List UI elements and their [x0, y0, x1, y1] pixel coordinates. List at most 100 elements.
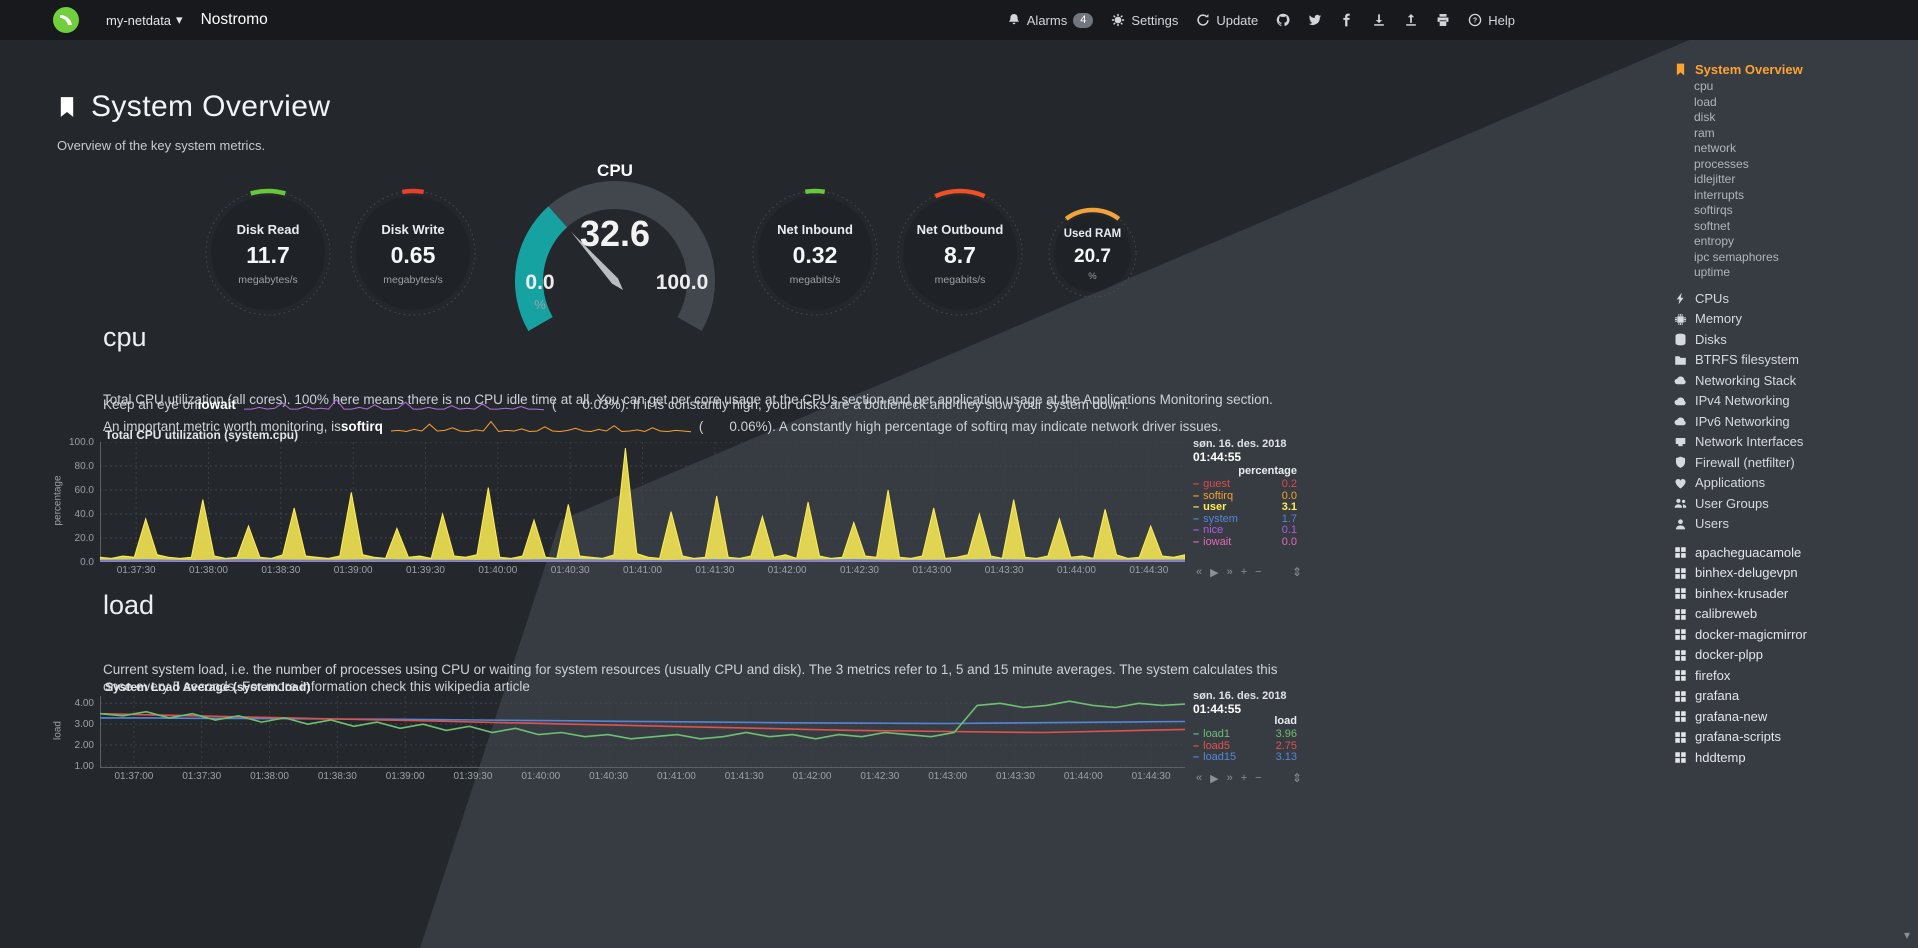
legend-guest[interactable]: – guest 0.2	[1193, 478, 1297, 490]
zoom-in-button[interactable]: +	[1240, 772, 1248, 784]
system-load-ytick: 4.00	[74, 698, 94, 710]
sidebar-item-users[interactable]: Users	[1668, 514, 1918, 535]
nav-export[interactable]	[1404, 13, 1418, 27]
sidebar-item-cpu[interactable]: cpu	[1668, 79, 1918, 95]
zoom-out-button[interactable]: −	[1255, 566, 1262, 578]
sidebar-item-softnet[interactable]: softnet	[1668, 219, 1918, 235]
pan-left-button[interactable]: «	[1196, 566, 1203, 578]
legend-load1[interactable]: – load1 3.96	[1193, 728, 1297, 740]
nav-update[interactable]: Update	[1196, 13, 1258, 28]
sidebar-item-cpus[interactable]: CPUs	[1668, 289, 1918, 310]
gauge-used-ram[interactable]: Used RAM 20.7%	[1044, 205, 1141, 302]
sidebar-item-disks[interactable]: Disks	[1668, 330, 1918, 351]
sidebar-item-grafana-new[interactable]: grafana-new	[1668, 707, 1918, 728]
nav-help[interactable]: ? Help	[1468, 13, 1515, 28]
legend-system[interactable]: – system 1.7	[1193, 513, 1297, 525]
sidebar-item-grafana[interactable]: grafana	[1668, 686, 1918, 707]
sidebar-item-grafana-scripts[interactable]: grafana-scripts	[1668, 727, 1918, 748]
sidebar-item-memory[interactable]: Memory	[1668, 309, 1918, 330]
sidebar-item-apacheguacamole[interactable]: apacheguacamole	[1668, 543, 1918, 564]
sidebar-item-idlejitter[interactable]: idlejitter	[1668, 172, 1918, 188]
sidebar-item-ipv4-networking[interactable]: IPv4 Networking	[1668, 391, 1918, 412]
sidebar-item-label: ram	[1694, 125, 1715, 140]
sidebar-item-firewall-netfilter[interactable]: Firewall (netfilter)	[1668, 453, 1918, 474]
sidebar-item-disk[interactable]: disk	[1668, 110, 1918, 126]
sidebar-item-binhex-delugevpn[interactable]: binhex-delugevpn	[1668, 563, 1918, 584]
nav-github[interactable]	[1276, 13, 1290, 27]
system-load-ytick: 3.00	[74, 719, 94, 731]
system-load-xtick: 01:41:00	[656, 771, 696, 782]
softirq-metric-label: softirq	[340, 418, 383, 434]
sidebar-item-binhex-krusader[interactable]: binhex-krusader	[1668, 584, 1918, 605]
sidebar-item-entropy[interactable]: entropy	[1668, 234, 1918, 250]
sidebar-item-label: ipc semaphores	[1694, 249, 1779, 264]
sidebar-item-user-groups[interactable]: User Groups	[1668, 494, 1918, 515]
nav-settings[interactable]: Settings	[1111, 13, 1178, 28]
legend-user[interactable]: – user 3.1	[1193, 501, 1297, 513]
sidebar-item-label: apacheguacamole	[1695, 544, 1802, 560]
nav-twitter[interactable]	[1308, 13, 1322, 27]
gauge-net-outbound[interactable]: Net Outbound 8.7 megabits/s	[893, 186, 1027, 320]
apps-icon	[1674, 477, 1687, 490]
nav-print[interactable]	[1436, 13, 1450, 27]
zoom-in-button[interactable]: +	[1240, 566, 1248, 578]
legend-load15[interactable]: – load15 3.13	[1193, 751, 1297, 763]
zoom-out-button[interactable]: −	[1255, 772, 1262, 784]
gauge-disk-write[interactable]: Disk Write 0.65 megabytes/s	[346, 186, 480, 320]
gauge-net-inbound[interactable]: Net Inbound 0.32 megabits/s	[748, 186, 882, 320]
sidebar-item-network[interactable]: network	[1668, 141, 1918, 157]
nav-import[interactable]	[1372, 13, 1386, 27]
sidebar-item-ipv6-networking[interactable]: IPv6 Networking	[1668, 412, 1918, 433]
sidebar-item-network-interfaces[interactable]: Network Interfaces	[1668, 432, 1918, 453]
applications-monitoring-link[interactable]: Applications Monitoring section	[1083, 391, 1270, 407]
iowait-sparkline[interactable]	[243, 396, 544, 412]
gauge-disk-read[interactable]: Disk Read 11.7 megabytes/s	[201, 186, 335, 320]
sidebar-item-uptime[interactable]: uptime	[1668, 265, 1918, 281]
sidebar-item-calibreweb[interactable]: calibreweb	[1668, 604, 1918, 625]
my-netdata-menu[interactable]: my-netdata ▾	[106, 12, 183, 28]
nav-alarms[interactable]: Alarms 4	[1007, 12, 1094, 28]
sidebar-item-btrfs-filesystem[interactable]: BTRFS filesystem	[1668, 350, 1918, 371]
legend-nice[interactable]: – nice 0.1	[1193, 524, 1297, 536]
sidebar-item-networking-stack[interactable]: Networking Stack	[1668, 371, 1918, 392]
pan-right-button[interactable]: »	[1226, 772, 1233, 784]
cpus-section-link[interactable]: CPUs section	[802, 391, 885, 407]
softirq-sparkline[interactable]	[390, 418, 691, 434]
sidebar-item-label: Users	[1695, 516, 1729, 531]
hostname[interactable]: Nostromo	[200, 11, 268, 28]
play-button[interactable]: ▶	[1210, 773, 1219, 785]
sidebar-item-interrupts[interactable]: interrupts	[1668, 188, 1918, 204]
legend-value: 0.2	[1281, 478, 1297, 490]
nav-facebook[interactable]	[1340, 13, 1354, 27]
pan-right-button[interactable]: »	[1226, 566, 1233, 578]
pan-left-button[interactable]: «	[1196, 772, 1203, 784]
sidebar-item-applications[interactable]: Applications	[1668, 473, 1918, 494]
system-load-ytick: 1.00	[74, 760, 94, 772]
sidebar-item-load[interactable]: load	[1668, 95, 1918, 111]
sidebar-item-system-overview[interactable]: System Overview	[1668, 60, 1918, 79]
legend-load5[interactable]: – load5 2.75	[1193, 740, 1297, 752]
chart-resize-handle[interactable]: ⇕	[1292, 565, 1303, 579]
legend-swatch: –	[1193, 739, 1200, 752]
system-load-plot[interactable]	[100, 696, 1185, 768]
sidebar-item-ram[interactable]: ram	[1668, 126, 1918, 142]
netdata-logo[interactable]	[52, 6, 80, 34]
sidebar-item-processes[interactable]: processes	[1668, 157, 1918, 173]
sidebar-item-docker-magicmirror[interactable]: docker-magicmirror	[1668, 625, 1918, 646]
wikipedia-link[interactable]: this wikipedia article	[409, 678, 530, 694]
legend-swatch: –	[1193, 728, 1200, 740]
play-button[interactable]: ▶	[1210, 567, 1219, 579]
legend-label: nice	[1203, 524, 1224, 536]
system-cpu-plot[interactable]	[100, 442, 1185, 562]
sidebar-item-hddtemp[interactable]: hddtemp	[1668, 748, 1918, 769]
sidebar-item-softirqs[interactable]: softirqs	[1668, 203, 1918, 219]
sidebar-item-docker-plpp[interactable]: docker-plpp	[1668, 645, 1918, 666]
legend-value: 0.1	[1281, 524, 1297, 536]
chart-resize-handle[interactable]: ⇕	[1292, 771, 1303, 785]
legend-iowait[interactable]: – iowait 0.0	[1193, 536, 1297, 548]
sidebar-item-ipc-semaphores[interactable]: ipc semaphores	[1668, 250, 1918, 266]
legend-softirq[interactable]: – softirq 0.0	[1193, 490, 1297, 502]
sidebar-gap	[1668, 281, 1918, 289]
sidebar-item-firefox[interactable]: firefox	[1668, 666, 1918, 687]
gauge-cpu[interactable]: CPU 32.6 0.0 100.0%	[500, 161, 730, 341]
